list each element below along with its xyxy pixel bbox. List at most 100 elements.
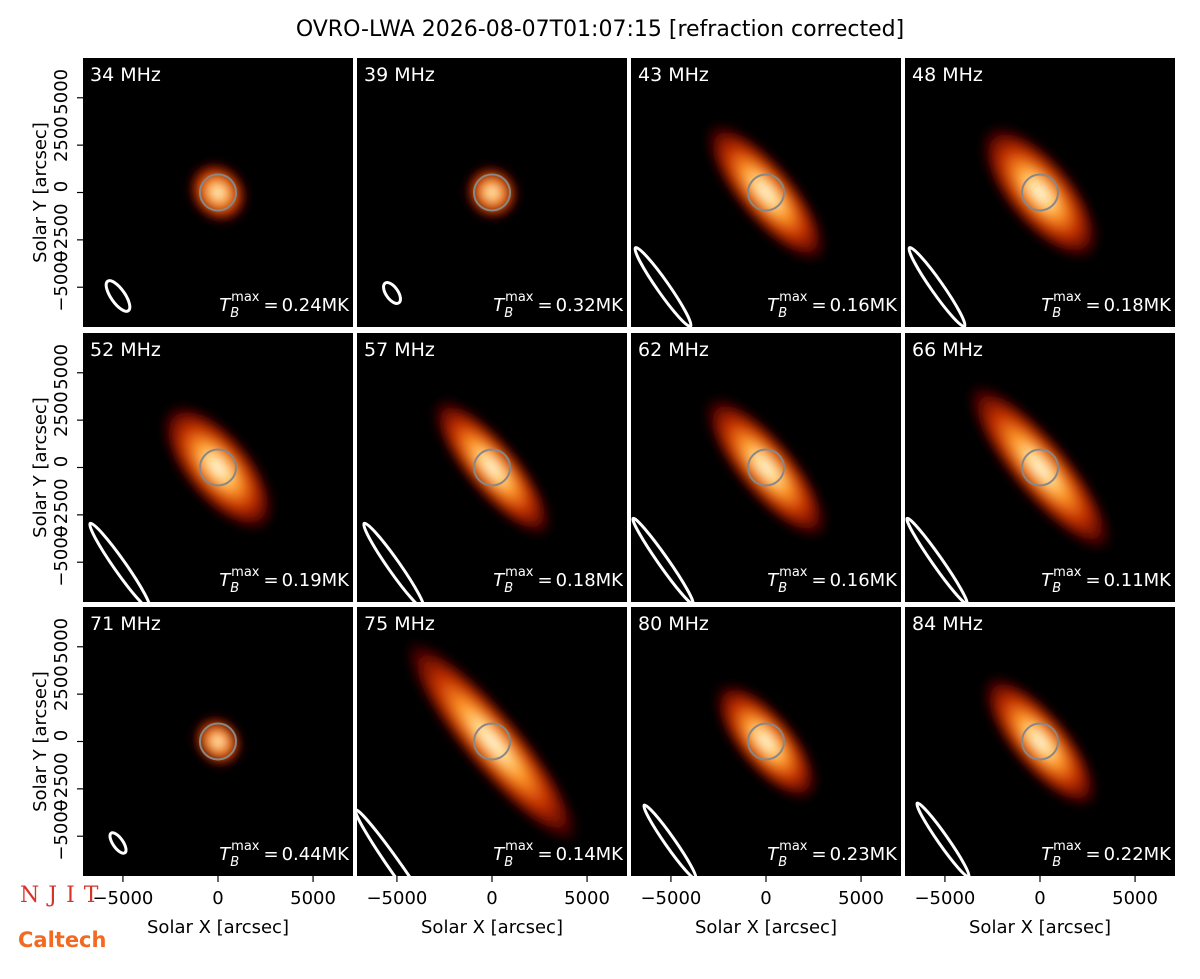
- solar-disk: [1021, 448, 1059, 487]
- x-axis-label: Solar X [arcsec]: [147, 917, 289, 938]
- tb-symbol: T: [493, 570, 506, 591]
- tb-eq: =: [263, 844, 278, 865]
- frequency-label: 43 MHz: [638, 64, 709, 86]
- tb-sup: max: [505, 839, 534, 854]
- x-tick-label: −5000: [92, 888, 153, 909]
- panel: [905, 333, 1175, 602]
- tb-label: TBmax = 0.32MK: [493, 290, 624, 321]
- y-tick-label: 5000: [51, 69, 72, 115]
- beam: [631, 516, 695, 602]
- tb-sub: B: [504, 855, 513, 870]
- logo: Caltech: [18, 928, 106, 952]
- tb-sub: B: [778, 306, 787, 321]
- x-tick-label: 5000: [838, 888, 884, 909]
- tb-sub: B: [504, 306, 513, 321]
- beam: [382, 281, 402, 305]
- tb-sup: max: [1053, 565, 1082, 580]
- x-tick-label: 0: [212, 888, 223, 909]
- tb-sub: B: [1052, 581, 1061, 596]
- tb-symbol: T: [767, 570, 780, 591]
- tb-sub: B: [230, 306, 239, 321]
- x-tick-label: −5000: [914, 888, 975, 909]
- y-tick-label: −5000: [51, 251, 72, 312]
- solar-disk: [747, 173, 785, 212]
- panel: [357, 58, 627, 327]
- tb-label: TBmax = 0.19MK: [219, 565, 350, 596]
- tb-sub: B: [230, 855, 239, 870]
- panel: [631, 607, 901, 876]
- tb-sup: max: [505, 290, 534, 305]
- tb-value: 0.24MK: [282, 295, 351, 316]
- tb-symbol: T: [767, 844, 780, 865]
- tb-value: 0.19MK: [282, 570, 351, 591]
- emission: [703, 120, 829, 265]
- beam: [362, 521, 426, 602]
- emission: [187, 161, 249, 224]
- tb-eq: =: [537, 295, 552, 316]
- tb-symbol: T: [1041, 295, 1054, 316]
- panel: [905, 607, 1175, 876]
- y-tick-label: −5000: [51, 800, 72, 861]
- solar-disk: [1021, 722, 1059, 761]
- frequency-label: 34 MHz: [90, 64, 161, 86]
- chart-title: OVRO-LWA 2026-08-07T01:07:15 [refraction…: [296, 17, 904, 42]
- beam: [905, 516, 969, 602]
- tb-sub: B: [230, 581, 239, 596]
- beam: [915, 801, 971, 876]
- x-axis-label: Solar X [arcsec]: [695, 917, 837, 938]
- y-axis-label: Solar Y [arcsec]: [30, 122, 51, 263]
- frequency-label: 57 MHz: [364, 339, 435, 361]
- emission: [430, 396, 554, 539]
- panel: [357, 607, 627, 876]
- tb-eq: =: [811, 844, 826, 865]
- emission: [465, 165, 519, 220]
- tb-value: 0.18MK: [556, 570, 625, 591]
- y-axis-label: Solar Y [arcsec]: [30, 397, 51, 538]
- beam: [642, 803, 698, 876]
- tb-label: TBmax = 0.16MK: [767, 290, 898, 321]
- x-axis-label: Solar X [arcsec]: [969, 917, 1111, 938]
- frequency-label: 66 MHz: [912, 339, 983, 361]
- tb-value: 0.44MK: [282, 844, 351, 865]
- tb-sub: B: [778, 581, 787, 596]
- y-tick-label: 2500: [51, 116, 72, 162]
- y-tick-label: −2500: [51, 203, 72, 264]
- tb-symbol: T: [219, 570, 232, 591]
- frequency-label: 52 MHz: [90, 339, 161, 361]
- tb-label: TBmax = 0.16MK: [767, 565, 898, 596]
- tb-sup: max: [779, 839, 808, 854]
- tb-symbol: T: [767, 295, 780, 316]
- tb-eq: =: [811, 570, 826, 591]
- beam: [907, 246, 967, 327]
- emission: [402, 636, 582, 847]
- tb-sup: max: [231, 290, 260, 305]
- tb-symbol: T: [219, 844, 232, 865]
- tb-value: 0.18MK: [1104, 295, 1173, 316]
- tb-sub: B: [1052, 306, 1061, 321]
- tb-eq: =: [537, 844, 552, 865]
- y-tick-label: 0: [51, 730, 72, 741]
- y-axis-label: Solar Y [arcsec]: [30, 671, 51, 812]
- emission: [979, 123, 1101, 262]
- emission: [712, 680, 820, 803]
- x-tick-label: 0: [486, 888, 497, 909]
- tb-sub: B: [1052, 855, 1061, 870]
- y-tick-label: 5000: [51, 618, 72, 664]
- beam: [633, 246, 693, 327]
- x-tick-label: 0: [760, 888, 771, 909]
- frequency-label: 39 MHz: [364, 64, 435, 86]
- y-tick-label: −2500: [51, 478, 72, 539]
- y-tick-label: 2500: [51, 665, 72, 711]
- tb-value: 0.16MK: [830, 570, 899, 591]
- y-tick-label: 0: [51, 456, 72, 467]
- frequency-label: 84 MHz: [912, 613, 983, 635]
- tb-symbol: T: [493, 295, 506, 316]
- tb-label: TBmax = 0.22MK: [1041, 839, 1172, 870]
- beam: [357, 808, 441, 876]
- emission: [980, 673, 1100, 810]
- tb-label: TBmax = 0.44MK: [219, 839, 350, 870]
- logo: NJIT: [20, 883, 107, 908]
- tb-symbol: T: [1041, 844, 1054, 865]
- frequency-label: 62 MHz: [638, 339, 709, 361]
